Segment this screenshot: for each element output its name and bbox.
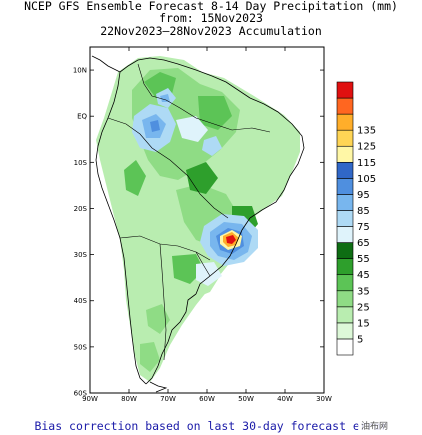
lon-tick-label: 40W	[277, 395, 293, 403]
watermark-logo: 油布网	[358, 418, 392, 433]
colorbar-swatch	[336, 178, 354, 195]
colorbar-swatch	[336, 226, 354, 243]
colorbar-swatch	[336, 306, 354, 324]
precip-shading	[96, 56, 300, 382]
lon-tick-label: 30W	[316, 395, 332, 403]
colorbar-swatch	[336, 258, 354, 276]
map-title: NCEP GFS Ensemble Forecast 8-14 Day Prec…	[24, 0, 398, 13]
colorbar-label: 125	[357, 142, 376, 153]
lat-tick-label: 40S	[74, 297, 88, 305]
lon-tick-label: 50W	[238, 395, 254, 403]
accumulation-period: 22Nov2023—28Nov2023 Accumulation	[100, 24, 322, 38]
colorbar-swatch	[336, 290, 354, 308]
lat-tick-label: 10N	[73, 67, 87, 75]
colorbar-label: 75	[357, 222, 370, 233]
colorbar-label: 35	[357, 286, 370, 297]
colorbar-label: 55	[357, 254, 370, 265]
lon-tick-label: 80W	[121, 395, 137, 403]
colorbar-label: 5	[357, 334, 363, 345]
colorbar-swatch	[336, 145, 354, 163]
colorbar-label: 25	[357, 302, 370, 313]
colorbar-label: 45	[357, 270, 370, 281]
colorbar-label: 85	[357, 206, 370, 217]
colorbar-swatch	[336, 242, 354, 259]
lat-tick-label: 20S	[74, 205, 88, 213]
forecast-issue-date: from: 15Nov2023	[159, 11, 263, 25]
colorbar-label: 95	[357, 190, 370, 201]
colorbar-label: 115	[357, 158, 376, 169]
colorbar-swatch	[336, 322, 354, 340]
lat-tick-label: EQ	[77, 113, 87, 121]
lat-tick-label: 30S	[74, 251, 88, 259]
colorbar-legend: 5 15 25 35 45 55 65 75 85 95 105 115 125 135	[336, 81, 376, 356]
colorbar-swatch	[336, 161, 354, 179]
colorbar-swatch	[336, 97, 354, 115]
latitude-axis: 10N EQ 10S 20S 30S 40S 50S 60S	[73, 67, 324, 398]
colorbar-swatch	[336, 274, 354, 292]
colorbar-swatch	[336, 129, 354, 147]
longitude-axis: 90W 80W 70W 60W 50W 40W 30W	[82, 47, 332, 403]
lon-tick-label: 90W	[82, 395, 98, 403]
lat-tick-label: 10S	[74, 159, 88, 167]
lat-tick-label: 50S	[74, 343, 88, 351]
colorbar-label: 15	[357, 318, 370, 329]
bias-correction-note: Bias correction based on last 30-day for…	[34, 419, 388, 433]
coastlines	[91, 55, 305, 393]
colorbar-label: 65	[357, 238, 370, 249]
lat-tick-label: 60S	[74, 390, 88, 398]
lon-tick-label: 60W	[199, 395, 215, 403]
colorbar-swatch	[336, 113, 354, 131]
lon-tick-label: 70W	[160, 395, 176, 403]
colorbar-label: 105	[357, 174, 376, 185]
colorbar-swatch	[336, 81, 354, 99]
colorbar-label: 135	[357, 126, 376, 137]
colorbar-swatch	[336, 210, 354, 227]
colorbar-swatch	[336, 338, 354, 356]
colorbar-swatch	[336, 194, 354, 211]
